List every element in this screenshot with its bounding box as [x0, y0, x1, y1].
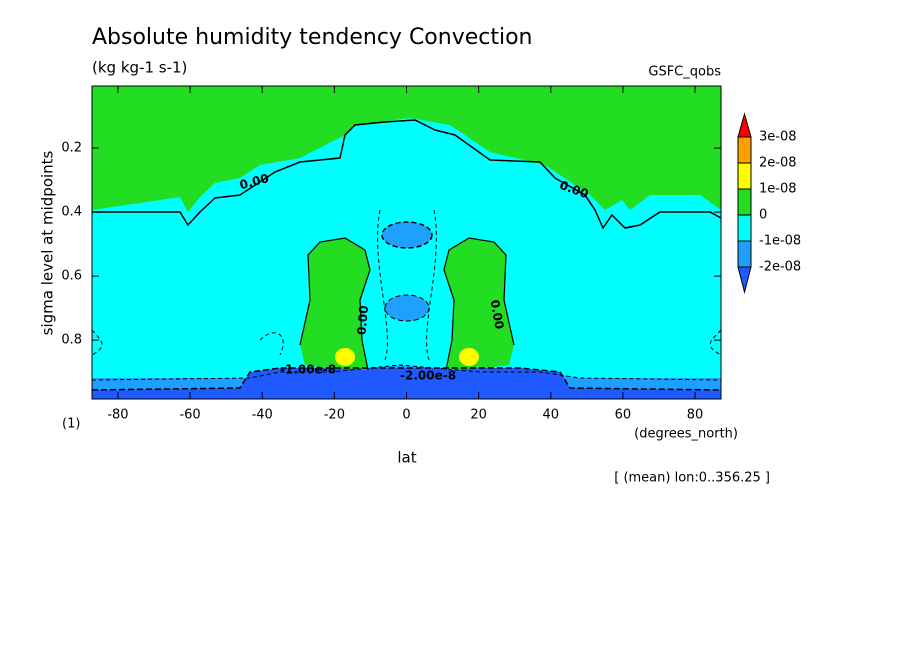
y-tick-label: 0.4: [61, 205, 82, 220]
contour-line: [91, 364, 722, 381]
colorbar-label: 1e-08: [759, 182, 797, 197]
frame-label: (1): [62, 417, 80, 432]
subtitle: (kg kg-1 s-1): [92, 59, 187, 77]
contour-line: [381, 221, 433, 249]
contour-label: 0.00: [355, 305, 372, 336]
contour-line: [91, 367, 722, 391]
colorbar-label: -2e-08: [759, 260, 801, 275]
contour-label: 0.00: [488, 299, 507, 331]
footnote: [ (mean) lon:0..356.25 ]: [614, 471, 770, 486]
contour-region: [459, 348, 479, 366]
x-tick-label: 60: [615, 408, 632, 423]
dataset-label: GSFC_qobs: [648, 65, 721, 80]
axes: -80 -60 -40 -20 0 20 40 60 80 0.2 0.4 0.6 0.8 -2e-08 -…: [61, 86, 801, 423]
contour-line: [443, 237, 515, 371]
contour-region: [92, 86, 721, 212]
colorbar-end: [737, 266, 752, 294]
contour-lines: [91, 119, 722, 391]
x-tick-label: 20: [470, 408, 487, 423]
x-tick-label: -60: [179, 408, 200, 423]
contour-region: [335, 348, 355, 366]
colorbar-band: [737, 214, 752, 242]
x-tick-label: -20: [324, 408, 345, 423]
colorbar-label: 2e-08: [759, 156, 797, 171]
contour-line: [91, 329, 722, 356]
x-tick-label: 40: [543, 408, 560, 423]
contour-region: [382, 222, 432, 248]
contour-line: [299, 237, 371, 371]
x-tick-label: -80: [107, 408, 128, 423]
x-tick-label: 0: [402, 408, 410, 423]
x-tick-label: 80: [687, 408, 704, 423]
colorbar-band: [737, 136, 752, 164]
colorbar-label: 3e-08: [759, 130, 797, 145]
contour-region: [300, 238, 370, 370]
colorbar-label: 0: [759, 208, 767, 223]
contour-region: [92, 368, 721, 399]
x-units: (degrees_north): [634, 427, 738, 442]
colorbar-band: [737, 240, 752, 268]
x-tick-label: -40: [252, 408, 273, 423]
contour-region: [444, 238, 514, 370]
contour-line: [92, 119, 722, 230]
contour-label: -1.00e-8: [280, 363, 336, 377]
chart-title: Absolute humidity tendency Convection: [92, 25, 533, 50]
colorbar-end: [737, 112, 752, 138]
plot-area: [91, 85, 722, 400]
y-tick-label: 0.6: [61, 269, 82, 284]
colorbar-band: [737, 188, 752, 216]
y-tick-label: 0.2: [61, 141, 82, 156]
contour-label: -2.00e-8: [400, 369, 456, 383]
colorbar-label: -1e-08: [759, 234, 801, 249]
x-axis-label: lat: [397, 449, 416, 467]
contour-region: [385, 295, 429, 321]
y-tick-label: 0.8: [61, 333, 82, 348]
y-axis-label: sigma level at midpoints: [39, 150, 57, 335]
colorbar-band: [737, 162, 752, 190]
